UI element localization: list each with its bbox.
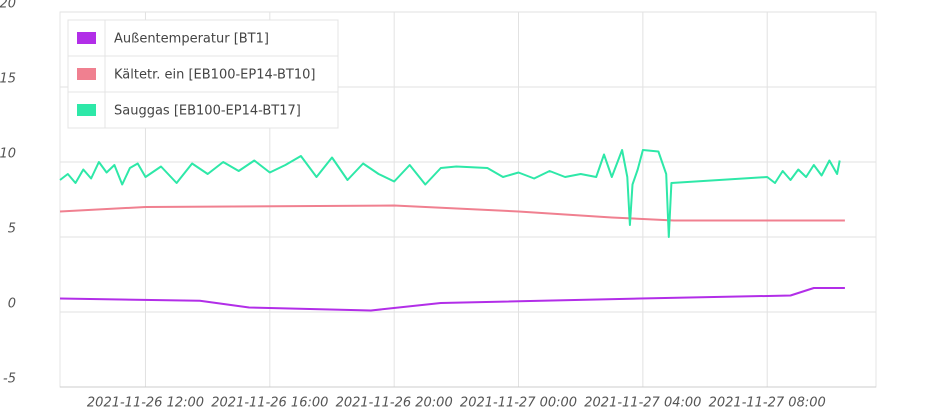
x-tick-label: 2021-11-26 12:00 [87,396,204,409]
legend-box [67,19,339,129]
y-tick-label: 15 [0,72,16,87]
legend-swatch [77,68,96,80]
legend-label: Kältetr. ein [EB100-EP14-BT10] [114,68,315,83]
legend-label: Sauggas [EB100-EP14-BT17] [114,104,301,119]
x-tick-label: 2021-11-26 16:00 [211,396,328,409]
x-tick-label: 2021-11-27 08:00 [709,396,826,409]
legend-label: Außentemperatur [BT1] [114,32,269,47]
y-tick-label: -5 [3,372,16,387]
legend-swatch [77,104,96,116]
x-tick-label: 2021-11-27 04:00 [584,396,701,409]
series-line [59,204,845,222]
series-line [59,149,841,238]
y-tick-label: 5 [8,222,16,237]
legend-swatch [77,32,96,44]
y-tick-label: 10 [0,147,16,162]
x-tick-label: 2021-11-27 00:00 [460,396,577,409]
series-line [59,287,845,312]
y-tick-label: 0 [8,297,16,312]
x-tick-label: 2021-11-26 20:00 [336,396,453,409]
y-tick-label: 20 [0,0,16,12]
